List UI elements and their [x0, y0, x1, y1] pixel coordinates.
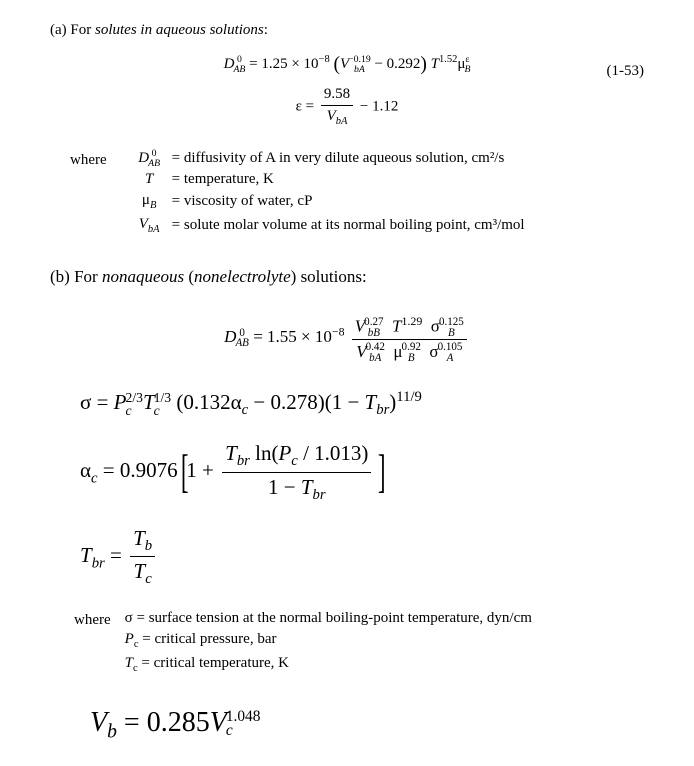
equation-1-53-main: D0AB = 1.25 × 10−8 (V−0.19bA − 0.292) T1… — [50, 51, 644, 78]
sym-muB: μB — [137, 190, 172, 214]
def-dab: = diffusivity of A in very dilute aqueou… — [172, 148, 525, 169]
def-VbA: = solute molar volume at its normal boil… — [172, 214, 525, 238]
def-T: = temperature, K — [172, 169, 525, 190]
equation-1-53-block: D0AB = 1.25 × 10−8 (V−0.19bA − 0.292) T1… — [50, 51, 644, 130]
where-block-a: where D0AB = diffusivity of A in very di… — [70, 148, 644, 237]
def-tc-row: Tc = critical temperature, K — [125, 653, 532, 677]
eqb-coeff: 1.55 — [267, 327, 297, 346]
heading-b-suffix: ) solutions: — [291, 267, 367, 286]
where-label-b: where — [74, 608, 111, 676]
equation-number-1-53: (1-53) — [607, 61, 645, 82]
def-sigma: σ = surface tension at the normal boilin… — [125, 608, 532, 629]
alpha-coeff: 0.9076 — [120, 458, 178, 482]
where-label-a: where — [70, 148, 107, 237]
eps-const: 1.12 — [372, 99, 398, 115]
sym-T: T — [137, 169, 172, 190]
sym-dab: D0AB — [137, 148, 172, 169]
equation-vb: Vb = 0.285V1.048c — [90, 703, 644, 746]
equation-tbr: Tbr = Tb Tc — [80, 524, 644, 591]
section-b-heading: (b) For nonaqueous (nonelectrolyte) solu… — [50, 265, 644, 289]
heading-a-suffix: : — [264, 22, 268, 38]
heading-b-prefix: (b) For — [50, 267, 102, 286]
def-pc-row: Pc = critical pressure, bar — [125, 629, 532, 653]
vb-coeff: 0.285 — [147, 707, 210, 738]
equation-epsilon: ε = 9.58VbA − 1.12 — [50, 84, 644, 130]
heading-b-mid: ( — [184, 267, 194, 286]
section-a-heading: (a) For solutes in aqueous solutions: — [50, 20, 644, 41]
sigma-coeff2: 0.278 — [270, 390, 317, 414]
equation-alpha: αc = 0.9076 [1 + Tbr ln(Pc / 1.013) 1 − … — [80, 439, 644, 506]
def-muB: = viscosity of water, cP — [172, 190, 525, 214]
equation-sigma: σ = P2/3cT1/3c (0.132αc − 0.278)(1 − Tbr… — [80, 387, 644, 421]
equation-b-main: D0AB = 1.55 × 10−8 V0.27bB T1.29 σ0.125B… — [50, 313, 644, 363]
sigma-coeff1: 0.132 — [183, 390, 230, 414]
eq153-coeff: 1.25 — [261, 56, 287, 72]
heading-b-italic1: nonaqueous — [102, 267, 184, 286]
heading-a-italic: solutes in aqueous solutions — [95, 22, 264, 38]
eqb-exp: −8 — [332, 325, 345, 339]
sigma-outer-exp: 11/9 — [396, 389, 422, 405]
where-block-b: where σ = surface tension at the normal … — [74, 608, 644, 676]
heading-a-prefix: (a) For — [50, 22, 95, 38]
sym-VbA: VbA — [137, 214, 172, 238]
eq153-texp: 1.52 — [439, 54, 457, 65]
eq153-const1: 0.292 — [387, 56, 421, 72]
heading-b-italic2: nonelectrolyte — [194, 267, 291, 286]
eq153-exp: −8 — [319, 54, 330, 65]
